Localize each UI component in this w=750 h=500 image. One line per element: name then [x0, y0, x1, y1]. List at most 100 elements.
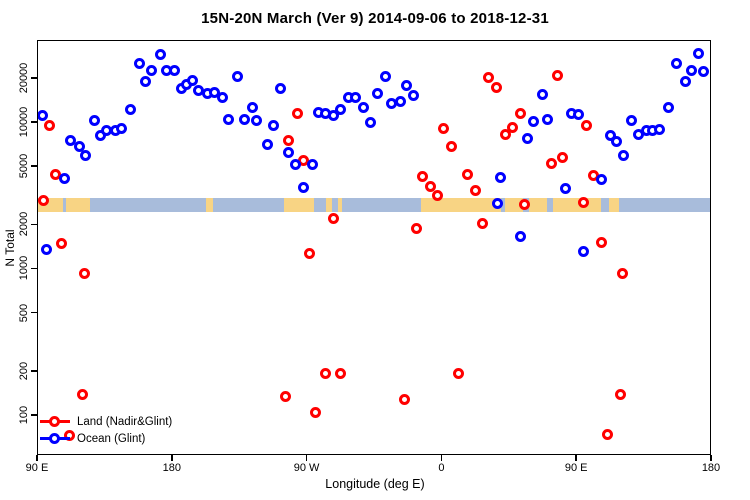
ocean-data-point	[514, 231, 526, 243]
land-data-point	[616, 267, 628, 279]
ocean-data-point	[65, 135, 77, 147]
map-band-land-segment	[529, 197, 548, 213]
ocean-data-point	[408, 90, 420, 102]
x-tick-mark	[440, 455, 443, 461]
land-data-point	[432, 190, 444, 202]
map-band-land-segment	[608, 197, 620, 213]
land-data-point	[282, 135, 294, 147]
land-data-point	[595, 236, 607, 248]
ocean-data-point	[670, 57, 682, 69]
land-data-point	[424, 181, 436, 192]
ocean-data-point	[306, 159, 318, 171]
map-band-land-segment	[283, 197, 314, 213]
ocean-data-point	[216, 92, 228, 104]
chart-title: 15N-20N March (Ver 9) 2014-09-06 to 2018…	[201, 10, 549, 27]
land-data-point	[577, 196, 589, 208]
land-data-point	[320, 368, 332, 380]
land-data-point	[552, 70, 564, 82]
ocean-data-point	[625, 114, 637, 126]
land-data-point	[38, 195, 50, 207]
y-tick-label: 200	[18, 361, 30, 381]
ocean-data-point	[654, 124, 666, 136]
legend-label-ocean: Ocean (Glint)	[77, 432, 146, 445]
ocean-data-point	[168, 64, 180, 76]
ocean-data-point	[80, 149, 92, 161]
land-circle-icon	[49, 416, 60, 427]
y-tick-label: 20000	[18, 62, 30, 94]
legend: Land (Nadir&Glint) Ocean (Glint)	[40, 413, 172, 447]
x-tick-label: 90 W	[293, 462, 320, 474]
land-data-point	[335, 368, 347, 380]
ocean-data-point	[679, 75, 691, 87]
land-data-point	[499, 129, 511, 141]
x-tick-mark	[305, 455, 308, 461]
legend-item-land: Land (Nadir&Glint)	[40, 413, 172, 430]
ocean-data-point	[522, 132, 534, 144]
land-data-point	[77, 388, 89, 400]
land-data-point	[507, 122, 519, 133]
legend-label-land: Land (Nadir&Glint)	[77, 415, 173, 428]
ocean-data-point	[186, 74, 198, 86]
ocean-data-point	[663, 101, 675, 113]
ocean-data-point	[239, 114, 251, 126]
ocean-data-point	[275, 82, 287, 94]
ocean-data-point	[595, 173, 607, 185]
land-data-point	[417, 170, 429, 182]
land-data-point	[580, 119, 592, 131]
ocean-data-point	[394, 96, 406, 108]
ocean-data-point	[282, 147, 294, 159]
ocean-data-point	[125, 103, 137, 115]
land-data-point	[546, 157, 558, 169]
y-tick-mark	[31, 414, 37, 416]
land-data-point	[615, 388, 627, 400]
land-data-point	[327, 212, 339, 224]
x-tick-label: 90 E	[25, 462, 49, 474]
ocean-data-point	[41, 244, 53, 256]
ocean-data-point	[495, 171, 507, 183]
map-band-land-segment	[337, 197, 343, 213]
ocean-data-point	[541, 114, 553, 126]
land-data-point	[490, 81, 502, 93]
map-band-land-segment	[553, 197, 602, 213]
ocean-data-point	[697, 66, 709, 78]
legend-item-ocean: Ocean (Glint)	[40, 430, 172, 447]
ocean-data-point	[528, 116, 540, 127]
plot-area: Land (Nadir&Glint) Ocean (Glint)	[37, 40, 711, 455]
land-data-point	[78, 267, 90, 279]
land-data-point	[469, 184, 481, 196]
ocean-data-point	[577, 246, 589, 258]
legend-swatch-ocean	[40, 433, 70, 444]
ocean-data-point	[379, 70, 391, 82]
ocean-data-point	[537, 88, 549, 100]
map-band-land-segment	[325, 197, 332, 213]
x-tick-mark	[575, 455, 577, 461]
land-data-point	[44, 119, 56, 131]
land-data-point	[303, 248, 315, 260]
ocean-data-point	[231, 70, 243, 82]
ocean-data-point	[604, 130, 616, 142]
x-tick-label: 180	[162, 462, 181, 474]
ocean-data-point	[618, 149, 630, 161]
ocean-data-point	[146, 64, 158, 76]
land-data-point	[453, 368, 465, 380]
ocean-circle-icon	[49, 433, 60, 444]
ocean-data-point	[116, 122, 128, 134]
y-tick-mark	[31, 267, 37, 270]
x-tick-label: 0	[438, 462, 445, 474]
land-data-point	[279, 390, 291, 402]
land-data-point	[438, 122, 450, 134]
ocean-data-point	[400, 80, 412, 92]
land-data-point	[399, 394, 411, 406]
ocean-data-point	[357, 101, 369, 113]
y-tick-mark	[31, 223, 37, 226]
ocean-data-point	[140, 75, 152, 87]
land-data-point	[601, 428, 613, 440]
ocean-data-point	[155, 48, 167, 60]
ocean-data-point	[327, 109, 339, 121]
ocean-data-point	[38, 109, 48, 121]
ocean-data-point	[89, 114, 101, 126]
y-tick-mark	[31, 165, 37, 167]
x-tick-label: 90 E	[564, 462, 588, 474]
ocean-data-point	[559, 182, 571, 194]
map-band-land-segment	[205, 197, 214, 213]
